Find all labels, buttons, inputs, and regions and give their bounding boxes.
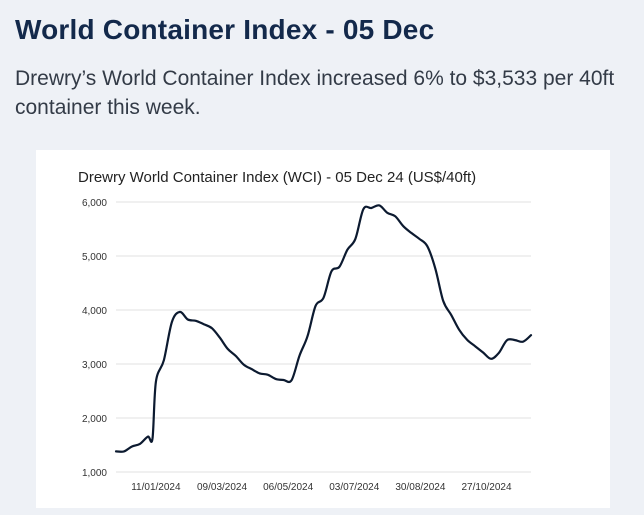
x-axis: 11/01/2024 09/03/2024 06/05/2024 03/07/2024… [131, 482, 512, 493]
data-point[interactable] [479, 349, 487, 357]
chart-card: Drewry World Container Index (WCI) - 05 … [36, 150, 610, 508]
data-point[interactable] [503, 336, 511, 344]
data-point[interactable] [232, 352, 240, 360]
x-tick-label: 11/01/2024 [131, 482, 181, 493]
wci-series-line [114, 204, 533, 453]
data-point[interactable] [272, 375, 280, 383]
data-point[interactable] [248, 365, 256, 373]
data-point[interactable] [399, 222, 407, 230]
data-point[interactable] [160, 356, 168, 364]
data-point[interactable] [168, 318, 176, 326]
y-tick-label: 6,000 [82, 198, 107, 209]
data-point[interactable] [511, 336, 519, 344]
data-point[interactable] [367, 204, 375, 212]
data-point[interactable] [152, 378, 160, 386]
wci-line-chart: Drewry World Container Index (WCI) - 05 … [78, 169, 535, 493]
data-point[interactable] [264, 371, 272, 379]
data-point[interactable] [288, 376, 296, 384]
data-point[interactable] [216, 334, 224, 342]
chart-title: Drewry World Container Index (WCI) - 05 … [78, 169, 476, 186]
data-point[interactable] [423, 242, 431, 250]
data-point[interactable] [208, 324, 216, 332]
data-point[interactable] [519, 338, 527, 346]
grid-layer [116, 201, 531, 473]
data-point[interactable] [304, 332, 312, 340]
data-point[interactable] [296, 351, 304, 359]
data-point[interactable] [224, 345, 232, 353]
x-tick-label: 03/07/2024 [329, 482, 379, 493]
data-point[interactable] [312, 302, 320, 310]
data-point[interactable] [336, 263, 344, 271]
data-point[interactable] [192, 317, 200, 325]
data-point[interactable] [359, 205, 367, 213]
data-point[interactable] [447, 311, 455, 319]
data-point[interactable] [240, 361, 248, 369]
data-point[interactable] [351, 235, 359, 243]
data-point[interactable] [200, 320, 208, 328]
data-point[interactable] [527, 331, 535, 339]
data-point[interactable] [487, 355, 495, 363]
data-point[interactable] [431, 264, 439, 272]
y-tick-label: 3,000 [82, 360, 107, 371]
data-point[interactable] [112, 447, 120, 455]
data-point[interactable] [128, 443, 136, 451]
data-point[interactable] [383, 209, 391, 217]
page-summary: Drewry’s World Container Index increased… [15, 67, 615, 119]
data-points [112, 201, 535, 455]
data-point[interactable] [343, 246, 351, 254]
data-point[interactable] [320, 294, 328, 302]
data-point[interactable] [256, 369, 264, 377]
data-point[interactable] [120, 447, 128, 455]
y-tick-label: 5,000 [82, 252, 107, 263]
data-point[interactable] [391, 212, 399, 220]
y-axis: 1,000 2,000 3,000 4,000 5,000 6,000 [82, 198, 107, 479]
data-point[interactable] [280, 376, 288, 384]
x-tick-label: 09/03/2024 [197, 482, 247, 493]
data-point[interactable] [149, 435, 157, 443]
x-tick-label: 06/05/2024 [263, 482, 313, 493]
data-point[interactable] [407, 229, 415, 237]
data-point[interactable] [328, 267, 336, 275]
data-point[interactable] [439, 297, 447, 305]
y-tick-label: 2,000 [82, 414, 107, 425]
x-tick-label: 30/08/2024 [395, 482, 445, 493]
data-point[interactable] [375, 201, 383, 209]
x-tick-label: 27/10/2024 [462, 482, 512, 493]
y-tick-label: 4,000 [82, 306, 107, 317]
data-point[interactable] [495, 349, 503, 357]
data-point[interactable] [415, 235, 423, 243]
y-tick-label: 1,000 [82, 468, 107, 479]
data-point[interactable] [471, 342, 479, 350]
data-point[interactable] [184, 316, 192, 324]
page-title: World Container Index - 05 Dec [15, 14, 435, 45]
data-point[interactable] [463, 336, 471, 344]
series-layer [112, 201, 535, 455]
data-point[interactable] [136, 440, 144, 448]
data-point[interactable] [176, 308, 184, 316]
data-point[interactable] [455, 326, 463, 334]
